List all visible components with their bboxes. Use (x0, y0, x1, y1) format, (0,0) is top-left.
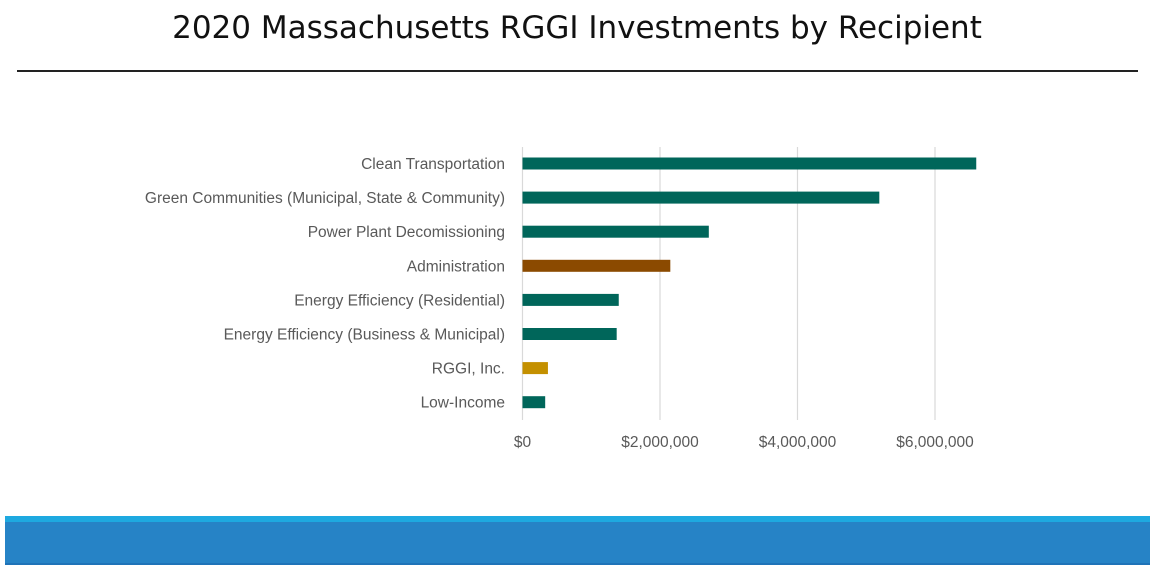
x-tick-label: $0 (514, 434, 532, 451)
footer-band (5, 516, 1150, 565)
bar (522, 225, 709, 238)
category-label: Administration (407, 258, 505, 275)
category-label: Low-Income (421, 395, 505, 412)
x-tick-label: $6,000,000 (896, 434, 974, 451)
category-label: RGGI, Inc. (432, 361, 505, 378)
bar (522, 328, 617, 340)
category-labels: Clean Transportation Green Communities (M… (145, 156, 505, 412)
bar (522, 157, 977, 170)
footer-edge (5, 563, 1150, 565)
category-label: Energy Efficiency (Business & Municipal) (224, 327, 505, 344)
x-tick-label: $2,000,000 (621, 434, 699, 451)
bar (522, 293, 619, 306)
x-tick-label: $4,000,000 (759, 434, 837, 451)
x-tick-labels: $0 $2,000,000 $4,000,000 $6,000,000 (514, 434, 974, 451)
title-divider (17, 70, 1138, 72)
bar (522, 259, 671, 272)
category-label: Power Plant Decomissioning (308, 224, 505, 241)
category-label: Energy Efficiency (Residential) (294, 292, 505, 309)
footer-stripe (5, 516, 1150, 522)
category-label: Green Communities (Municipal, State & Co… (145, 190, 505, 207)
gridlines (521, 147, 936, 420)
bars (522, 157, 977, 409)
bar-chart: Clean Transportation Green Communities (M… (145, 147, 977, 451)
bar (522, 396, 546, 409)
bar (522, 362, 548, 375)
chart-title: 2020 Massachusetts RGGI Investments by R… (172, 10, 982, 46)
category-label: Clean Transportation (361, 156, 505, 173)
bar (522, 191, 880, 204)
